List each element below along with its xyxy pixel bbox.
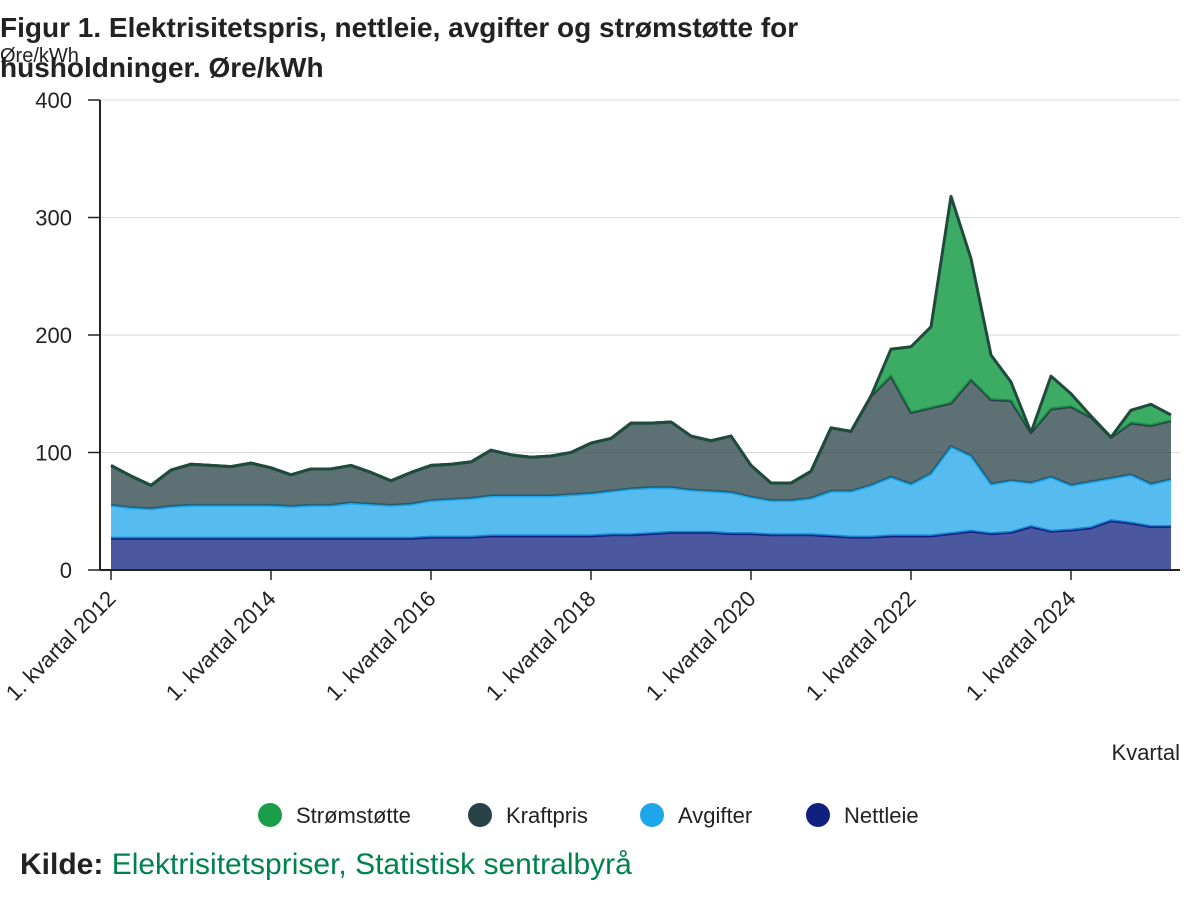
y-tick-label: 100 [35, 441, 72, 466]
legend-label: Avgifter [678, 803, 752, 828]
legend-marker [806, 803, 830, 827]
areas [110, 194, 1172, 570]
source: Kilde: Elektrisitetspriser, Statistisk s… [20, 848, 632, 882]
area [111, 196, 1171, 486]
legend-label: Kraftpris [506, 803, 588, 828]
area [111, 520, 1171, 570]
source-label: Kilde: [20, 848, 104, 881]
x-tick-label: 1. kvartal 2022 [801, 586, 921, 706]
chart-title: Figur 1. Elektrisitetspris, nettleie, av… [0, 12, 799, 83]
x-tick-label: 1. kvartal 2024 [961, 586, 1081, 706]
x-tick-label: 1. kvartal 2014 [161, 586, 281, 706]
legend-label: Strømstøtte [296, 803, 411, 828]
legend-marker [258, 803, 282, 827]
x-tick-label: 1. kvartal 2012 [1, 586, 121, 706]
area [111, 446, 1171, 539]
source-link[interactable]: Elektrisitetspriser, Statistisk sentralb… [111, 848, 632, 881]
legend-marker [640, 803, 664, 827]
y-tick-label: 300 [35, 206, 72, 231]
legend-label: Nettleie [844, 803, 919, 828]
legend-marker [468, 803, 492, 827]
line [110, 194, 1172, 487]
y-tick-label: 0 [60, 558, 72, 583]
y-tick-label: 200 [35, 323, 72, 348]
x-tick-label: 1. kvartal 2018 [481, 586, 601, 706]
x-axis-label: Kvartal [1112, 740, 1180, 765]
y-tick-label: 400 [35, 88, 72, 113]
x-tick-label: 1. kvartal 2020 [641, 586, 761, 706]
y-axis-label: Øre/kWh [0, 45, 79, 67]
x-tick-label: 1. kvartal 2016 [321, 586, 441, 706]
